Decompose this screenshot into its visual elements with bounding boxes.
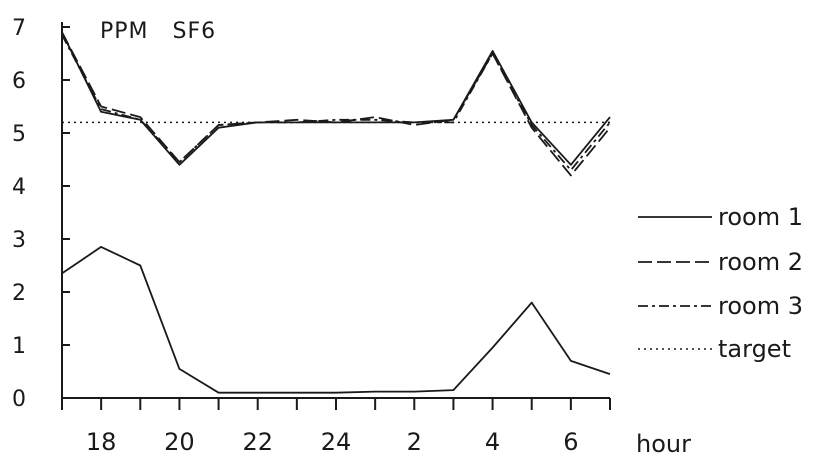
y-tick-label: 3 xyxy=(12,228,26,253)
x-tick-label: 20 xyxy=(164,428,195,456)
y-tick-label: 6 xyxy=(12,69,26,94)
chart-title: PPM SF6 xyxy=(100,19,216,44)
series-line-unlabeled xyxy=(61,245,611,394)
series-line-room-3 xyxy=(61,34,611,172)
legend-label: room 2 xyxy=(718,248,803,276)
y-tick-label: 4 xyxy=(12,175,26,200)
y-tick-label: 0 xyxy=(12,387,26,412)
chart-legend: room 1 room 2 room 3 target xyxy=(638,203,803,363)
y-tick-label: 2 xyxy=(12,281,26,306)
legend-label: room 1 xyxy=(718,203,803,231)
x-tick-label: 4 xyxy=(485,428,500,456)
x-tick-label: 18 xyxy=(86,428,117,456)
x-tick-label: 2 xyxy=(407,428,422,456)
x-axis-ticks: 18 20 22 24 2 4 6 xyxy=(61,398,611,456)
legend-label: target xyxy=(718,335,791,363)
y-tick-label: 5 xyxy=(12,122,26,147)
x-tick-label: 22 xyxy=(242,428,273,456)
series-line-room-2 xyxy=(61,31,611,177)
y-tick-label: 7 xyxy=(12,16,26,41)
y-axis-ticks: 0 1 2 3 4 5 6 7 xyxy=(12,16,70,412)
series-line-room-1 xyxy=(61,31,611,166)
x-axis-label: hour xyxy=(636,430,691,458)
x-tick-label: 6 xyxy=(563,428,578,456)
x-tick-label: 24 xyxy=(321,428,352,456)
y-tick-label: 1 xyxy=(12,334,26,359)
series-lines xyxy=(61,31,611,394)
legend-label: room 3 xyxy=(718,292,803,320)
